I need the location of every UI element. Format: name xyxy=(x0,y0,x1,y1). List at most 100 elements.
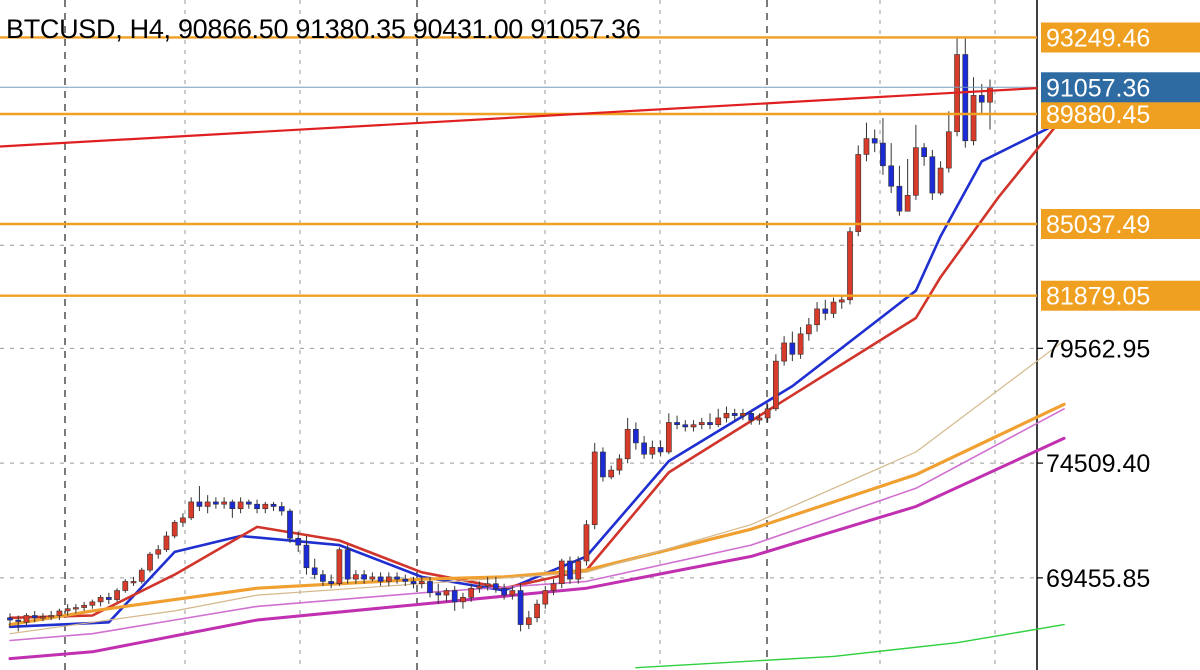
candle-body xyxy=(978,95,985,103)
candle-body xyxy=(385,576,392,582)
candle-body xyxy=(814,308,820,326)
ma-line-magenta xyxy=(8,436,1066,661)
candle-54 xyxy=(451,585,458,611)
candle-72 xyxy=(600,447,606,482)
candle-22 xyxy=(188,497,195,521)
candle-body xyxy=(929,156,936,194)
candle-body xyxy=(295,537,302,546)
candle-45 xyxy=(377,572,384,586)
candle-32 xyxy=(270,501,277,512)
candle-body xyxy=(221,501,227,505)
candle-body xyxy=(764,408,771,419)
candle-body xyxy=(616,458,623,471)
candle-61 xyxy=(509,585,516,600)
candle-5 xyxy=(48,610,55,621)
candle-109 xyxy=(904,158,911,212)
candle-body xyxy=(122,581,129,591)
candle-body xyxy=(89,601,96,606)
candle-31 xyxy=(262,501,269,514)
candle-body xyxy=(196,501,203,507)
candle-body xyxy=(970,95,977,142)
candle-10 xyxy=(89,599,96,609)
candle-body xyxy=(641,442,647,455)
candle-body xyxy=(550,583,557,591)
candle-body xyxy=(517,590,524,625)
candle-106 xyxy=(880,118,886,175)
candle-69 xyxy=(575,556,582,584)
candle-body xyxy=(682,424,689,428)
high-value: 91380.35 xyxy=(295,14,406,44)
candle-57 xyxy=(476,581,483,593)
candle-78 xyxy=(649,440,656,459)
ma-line-orange xyxy=(8,402,1066,627)
candle-body xyxy=(904,195,911,212)
candle-74 xyxy=(616,454,623,475)
candle-body xyxy=(56,610,63,616)
candle-33 xyxy=(278,501,285,516)
candle-body xyxy=(657,447,664,453)
candle-60 xyxy=(501,583,507,600)
candle-body xyxy=(328,581,335,584)
candle-body xyxy=(575,560,582,580)
candle-12 xyxy=(105,592,112,605)
candle-30 xyxy=(254,499,260,514)
candle-body xyxy=(880,142,886,167)
candle-115 xyxy=(954,36,960,137)
candle-body xyxy=(427,581,433,594)
candle-body xyxy=(336,549,343,584)
candle-body xyxy=(40,616,46,619)
candle-6 xyxy=(56,608,63,621)
level-badge-1-text: 89880.45 xyxy=(1046,101,1150,129)
candle-body xyxy=(353,574,359,580)
candle-9 xyxy=(81,601,87,611)
candle-body xyxy=(287,510,293,539)
candle-65 xyxy=(542,585,549,609)
ma-line-tan xyxy=(9,340,1065,635)
candle-body xyxy=(921,147,927,158)
ma-line-green xyxy=(635,623,1065,669)
candle-body xyxy=(369,576,376,580)
candle-76 xyxy=(633,422,639,450)
candle-70 xyxy=(583,520,590,566)
candle-13 xyxy=(114,588,120,602)
candle-1 xyxy=(15,615,22,632)
candle-87 xyxy=(723,406,730,423)
candle-body xyxy=(460,597,466,603)
candle-39 xyxy=(328,574,335,589)
candle-68 xyxy=(567,556,573,584)
candle-100 xyxy=(830,297,837,318)
candle-98 xyxy=(814,302,820,332)
candle-body xyxy=(731,413,738,416)
candle-63 xyxy=(525,610,532,630)
candle-body xyxy=(583,524,590,562)
candle-67 xyxy=(558,558,565,589)
level-badge-1: 89880.45 xyxy=(1041,99,1200,130)
candle-79 xyxy=(657,440,664,457)
candle-92 xyxy=(764,404,771,423)
candle-body xyxy=(138,569,145,582)
candle-body xyxy=(748,413,755,421)
candle-body xyxy=(229,501,236,510)
candle-108 xyxy=(896,165,903,216)
open-value: 90866.50 xyxy=(177,14,289,44)
candle-21 xyxy=(180,513,186,527)
candle-97 xyxy=(805,317,812,341)
candle-body xyxy=(7,617,13,621)
candle-82 xyxy=(682,420,689,432)
candle-body xyxy=(493,583,499,589)
candle-43 xyxy=(361,570,367,584)
candle-body xyxy=(402,578,409,582)
level-badge-0-bg xyxy=(1041,22,1200,53)
candle-73 xyxy=(608,465,615,480)
candle-body xyxy=(665,422,672,453)
candle-body xyxy=(838,299,845,303)
candle-body xyxy=(484,583,491,587)
candle-91 xyxy=(756,413,763,425)
candle-body xyxy=(180,517,186,523)
candle-37 xyxy=(311,558,318,580)
candle-56 xyxy=(468,583,475,602)
candle-body xyxy=(797,333,804,355)
candle-body xyxy=(303,544,310,569)
candle-body xyxy=(48,615,55,618)
